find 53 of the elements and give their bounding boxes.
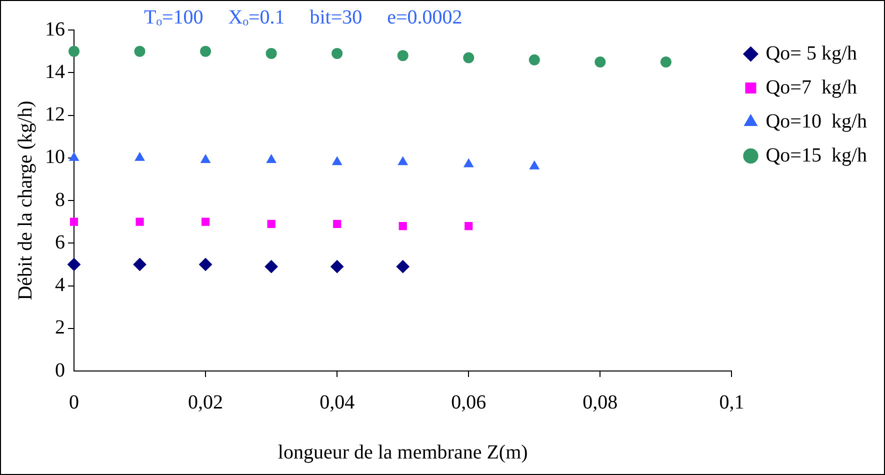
- point: [397, 50, 408, 62]
- y-tick-label: 12: [45, 104, 65, 126]
- x-tick-label: 0,08: [582, 391, 618, 414]
- x-tick-label: 0,02: [188, 391, 224, 414]
- point: [136, 218, 144, 226]
- point: [70, 218, 78, 226]
- point: [398, 222, 407, 230]
- point: [134, 46, 146, 57]
- point: [266, 154, 276, 164]
- point: [134, 152, 145, 161]
- x-axis-title: longueur de la membrane Z(m): [278, 441, 528, 464]
- point: [68, 46, 80, 57]
- x-tick-label: 0,04: [320, 391, 355, 414]
- point: [202, 218, 210, 226]
- point: [333, 220, 342, 228]
- y-axis-title: Débit de la charge (kg/h): [14, 100, 36, 300]
- x-tick-label: 0,1: [719, 391, 744, 414]
- y-tick-label: 2: [55, 316, 65, 339]
- legend-label: Qo= 5 kg/h: [766, 42, 857, 64]
- point: [464, 222, 473, 230]
- point: [530, 160, 540, 170]
- legend-label: Qo=10 kg/h: [766, 110, 867, 132]
- point: [199, 258, 212, 271]
- point: [200, 154, 210, 164]
- point: [330, 260, 344, 274]
- legend-label: Qo=7 kg/h: [766, 76, 857, 98]
- y-tick-label: 16: [45, 18, 65, 40]
- point: [660, 56, 672, 68]
- x-tick-label: 0: [69, 391, 79, 414]
- point: [594, 56, 606, 68]
- point: [264, 260, 278, 274]
- point: [464, 158, 474, 168]
- y-tick-label: 6: [55, 231, 65, 254]
- point: [267, 220, 276, 228]
- point: [463, 52, 474, 64]
- text: Tₒ=100 Xₒ=0.1 bit=30 e=0.0002: [144, 6, 462, 28]
- legend-label: Qo=15 kg/h: [766, 144, 867, 166]
- y-tick-label: 8: [55, 188, 65, 211]
- point: [396, 260, 410, 274]
- y-tick-label: 10: [45, 146, 65, 168]
- point: [69, 152, 79, 161]
- point: [332, 48, 343, 59]
- point: [266, 48, 277, 59]
- y-tick-label: 0: [55, 359, 65, 382]
- point: [133, 258, 146, 271]
- point: [200, 46, 212, 57]
- point: [528, 54, 540, 66]
- y-tick-label: 14: [45, 60, 65, 83]
- x-tick-label: 0,06: [451, 391, 486, 414]
- point: [332, 156, 342, 166]
- point: [68, 258, 80, 271]
- y-tick-label: 4: [55, 274, 65, 296]
- point: [398, 156, 408, 166]
